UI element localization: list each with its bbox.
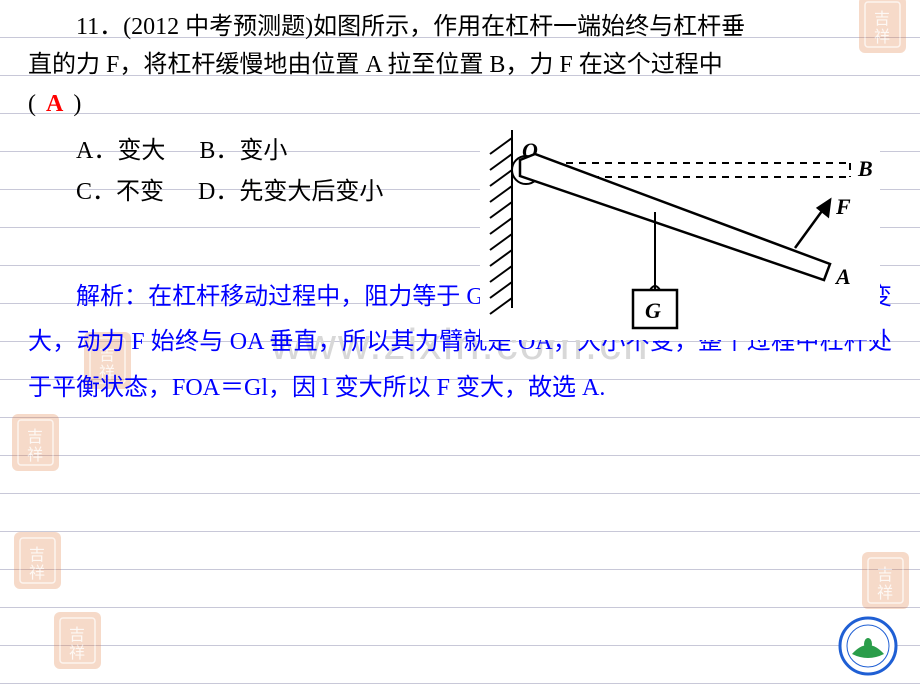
wall-hatch — [490, 130, 512, 314]
paren-close: ) — [73, 91, 81, 117]
label-f: F — [835, 194, 851, 219]
option-d-label: D． — [198, 179, 239, 205]
paren-open: ( — [28, 91, 36, 117]
question-line-2: 直的力 F，将杠杆缓慢地由位置 A 拉至位置 B，力 F 在这个过程中 — [28, 46, 892, 84]
option-b-text: 变小 — [239, 138, 287, 164]
option-d-text: 先变大后变小 — [239, 179, 383, 205]
option-c-label: C． — [76, 179, 116, 205]
option-c-text: 不变 — [116, 179, 164, 205]
school-logo — [838, 616, 898, 676]
lever-diagram: O B A F G — [480, 130, 880, 340]
page-content: 11．(2012 中考预测题)如图所示，作用在杠杆一端始终与杠杆垂 直的力 F，… — [0, 0, 920, 690]
question-number: 11． — [76, 14, 123, 40]
option-a-label: A． — [76, 138, 117, 164]
question-source: (2012 中考预测题) — [123, 14, 313, 40]
question-answer-line: ( A ) — [28, 85, 892, 123]
question-block: 11．(2012 中考预测题)如图所示，作用在杠杆一端始终与杠杆垂 直的力 F，… — [28, 8, 892, 123]
label-b: B — [857, 156, 873, 181]
option-a-text: 变大 — [117, 138, 165, 164]
force-f — [795, 200, 830, 248]
lever-bar-a — [520, 154, 830, 280]
label-g: G — [645, 298, 661, 323]
question-body-1: 如图所示，作用在杠杆一端始终与杠杆垂 — [313, 14, 745, 40]
analysis-label: 解析： — [76, 284, 148, 310]
label-a: A — [834, 264, 851, 289]
option-b-label: B． — [199, 138, 239, 164]
answer-letter: A — [46, 91, 63, 117]
question-line-1: 11．(2012 中考预测题)如图所示，作用在杠杆一端始终与杠杆垂 — [28, 8, 892, 46]
